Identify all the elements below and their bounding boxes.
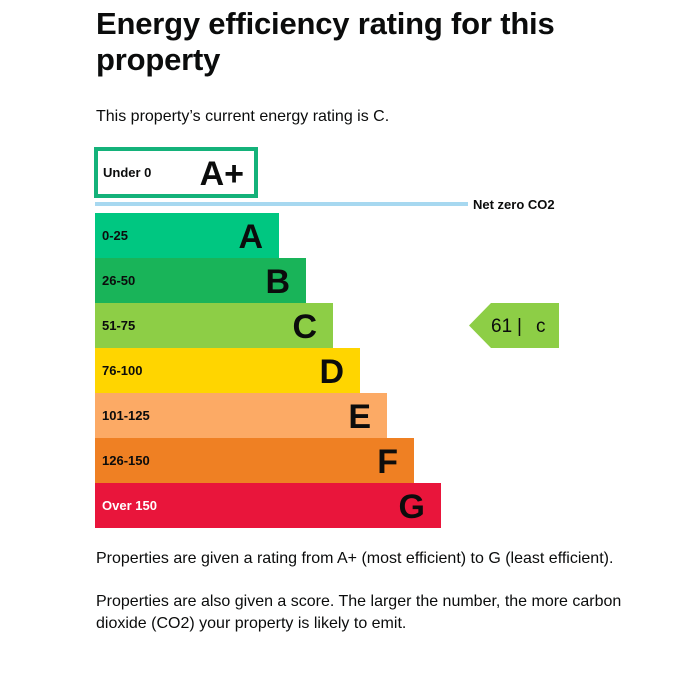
band-f-range: 126-150 <box>102 453 150 468</box>
band-c-letter: C <box>292 308 317 346</box>
net-zero-label: Net zero CO2 <box>473 197 555 212</box>
band-a-plus-range: Under 0 <box>103 165 151 180</box>
band-g-letter: G <box>399 488 425 526</box>
band-e-range: 101-125 <box>102 408 150 423</box>
band-b-range: 26-50 <box>102 273 135 288</box>
current-rating-separator: | <box>517 316 522 337</box>
band-c-range: 51-75 <box>102 318 135 333</box>
band-d-letter: D <box>319 353 344 391</box>
band-a-range: 0-25 <box>102 228 128 243</box>
band-d-bar <box>95 348 360 393</box>
band-a-bar <box>95 213 279 258</box>
band-b-letter: B <box>265 263 290 301</box>
band-g-bar <box>95 483 441 528</box>
band-f-bar <box>95 438 414 483</box>
current-rating-score: 61 <box>491 316 512 337</box>
page-title: Energy efficiency rating for this proper… <box>96 6 555 77</box>
band-b-bar <box>95 258 306 303</box>
band-e-letter: E <box>348 398 371 436</box>
band-c-bar <box>95 303 333 348</box>
band-d-range: 76-100 <box>102 363 142 378</box>
current-rating-summary: This property’s current energy rating is… <box>96 108 390 125</box>
band-e-bar <box>95 393 387 438</box>
band-a-letter: A <box>238 218 263 256</box>
current-rating-arrow <box>469 303 559 348</box>
band-f-letter: F <box>377 443 398 481</box>
band-a-plus-letter: A+ <box>200 155 244 193</box>
energy-rating-chart: Under 0 A+ 0-25 A 26-50 B 51-75 C 76-100 D 101-125… <box>94 147 559 528</box>
rating-explanation: Properties are given a rating from A+ (m… <box>96 550 614 567</box>
band-g-range: Over 150 <box>102 498 157 513</box>
current-rating-letter: c <box>536 316 546 337</box>
band-a-plus-bar <box>94 147 258 198</box>
score-explanation: Properties are also given a score. The l… <box>96 593 622 632</box>
